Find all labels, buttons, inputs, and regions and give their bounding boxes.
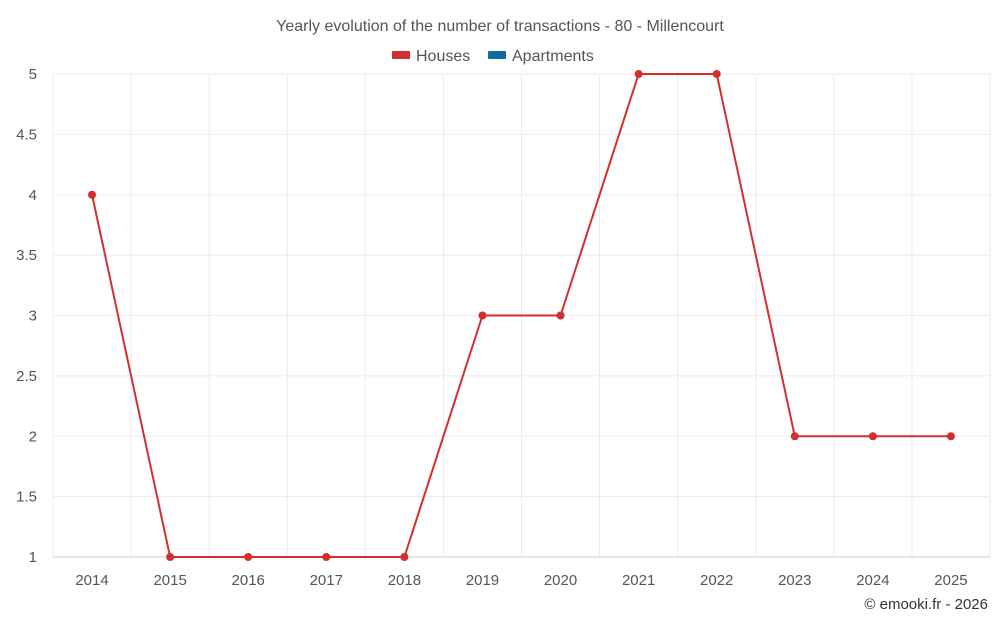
chart-title: Yearly evolution of the number of transa… (276, 18, 724, 35)
legend: Houses Apartments (392, 48, 594, 65)
x-tick-label: 2019 (466, 572, 499, 589)
x-tick-label: 2024 (856, 572, 889, 589)
y-tick-label: 4.5 (16, 126, 37, 143)
data-point-houses[interactable] (400, 553, 409, 561)
x-tick-label: 2025 (934, 572, 967, 589)
y-tick-label: 1 (29, 549, 37, 566)
data-point-houses[interactable] (790, 432, 799, 441)
legend-label-apartments: Apartments (512, 48, 594, 65)
y-tick-label: 1.5 (16, 489, 37, 506)
x-tick-label: 2020 (544, 572, 577, 589)
legend-swatch-houses (392, 51, 410, 59)
data-point-houses[interactable] (478, 311, 487, 320)
data-point-houses[interactable] (244, 553, 253, 561)
series-houses (88, 70, 955, 561)
legend-item-houses[interactable]: Houses (392, 48, 470, 65)
x-tick-label: 2018 (388, 572, 421, 589)
data-point-houses[interactable] (166, 553, 175, 561)
data-point-houses[interactable] (946, 432, 955, 441)
x-tick-label: 2017 (310, 572, 343, 589)
x-tick-label: 2021 (622, 572, 655, 589)
data-point-houses[interactable] (712, 70, 721, 78)
y-tick-label: 4 (29, 187, 37, 204)
series-line-houses (91, 73, 951, 558)
x-axis-ticks: 2014 2015 2016 2017 2018 2019 2020 2021 2022 2023… (75, 572, 967, 589)
grid (52, 73, 991, 557)
x-tick-label: 2023 (778, 572, 811, 589)
x-tick-label: 2016 (232, 572, 265, 589)
y-axis-ticks: 1 1.5 2 2.5 3 3.5 4 4.5 5 (16, 66, 37, 566)
legend-swatch-apartments (488, 51, 506, 59)
legend-item-apartments[interactable]: Apartments (488, 48, 594, 65)
x-tick-label: 2014 (75, 572, 108, 589)
y-tick-label: 5 (29, 66, 37, 83)
y-tick-label: 3.5 (16, 247, 37, 264)
legend-label-houses: Houses (416, 48, 470, 65)
data-point-houses[interactable] (868, 432, 877, 441)
y-tick-label: 2.5 (16, 368, 37, 385)
data-point-houses[interactable] (322, 553, 331, 561)
data-point-houses[interactable] (88, 190, 97, 199)
x-tick-label: 2022 (700, 572, 733, 589)
y-tick-label: 2 (29, 428, 37, 445)
credit-text: © emooki.fr - 2026 (864, 596, 988, 613)
y-tick-label: 3 (29, 308, 37, 325)
data-point-houses[interactable] (556, 311, 565, 320)
x-tick-label: 2015 (153, 572, 186, 589)
data-point-houses[interactable] (634, 70, 643, 78)
